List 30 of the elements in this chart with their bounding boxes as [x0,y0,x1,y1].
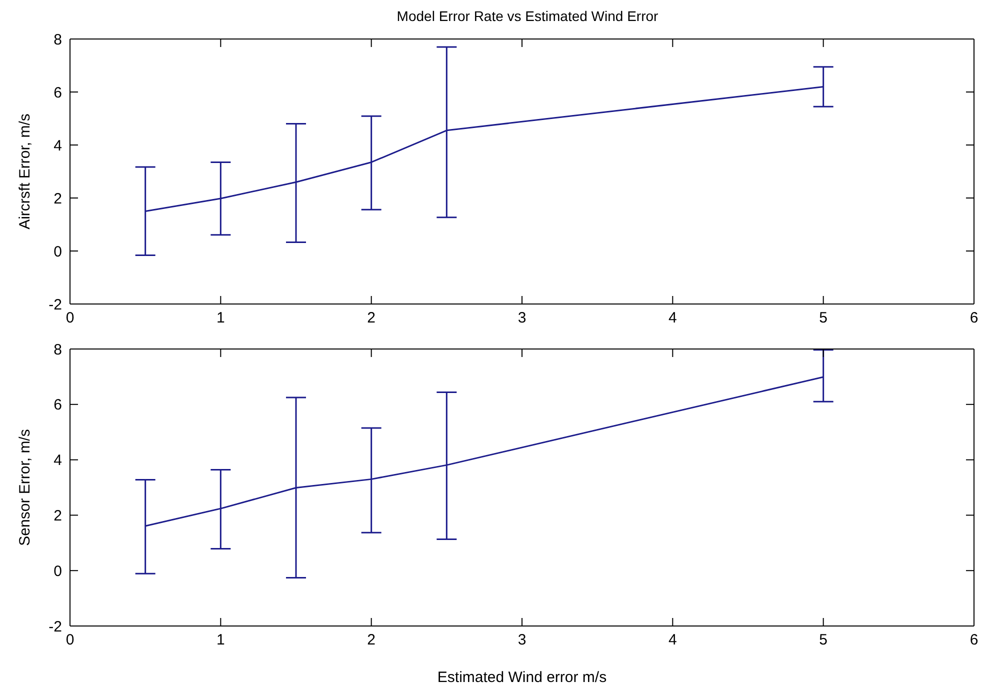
y-tick-label: 6 [54,84,62,102]
y-tick-label: -2 [48,296,62,314]
x-tick-label: 4 [668,310,677,327]
x-tick-label: 5 [819,632,828,649]
y-axis-title: Sensor Error, m/s [16,429,34,546]
x-tick-label: 6 [970,632,978,649]
y-tick-label: 8 [54,31,62,48]
y-tick-label: 0 [54,243,62,260]
y-tick-label: -2 [48,618,62,636]
x-tick-label: 3 [518,310,526,327]
y-axis-title: Aircrsft Error, m/s [16,114,34,230]
x-tick-label: 0 [66,632,74,649]
y-tick-label: 8 [54,341,62,358]
x-tick-label: 3 [518,632,526,649]
x-tick-label: 1 [216,632,225,649]
y-tick-label: 4 [54,137,62,154]
y-tick-label: 4 [54,452,62,470]
x-tick-label: 4 [668,632,677,649]
chart-title: Model Error Rate vs Estimated Wind Error [396,8,660,26]
x-tick-label: 2 [367,632,376,649]
x-tick-label: 2 [367,310,376,327]
x-tick-label: 5 [819,310,828,327]
x-tick-label: 0 [66,310,74,327]
y-tick-label: 6 [54,396,62,414]
x-tick-label: 1 [216,310,225,327]
y-tick-label: 2 [54,190,62,208]
x-tick-label: 6 [970,310,978,327]
x-axis-title: Estimated Wind error m/s [437,669,607,686]
y-tick-label: 0 [54,562,62,580]
y-tick-label: 2 [54,508,62,525]
